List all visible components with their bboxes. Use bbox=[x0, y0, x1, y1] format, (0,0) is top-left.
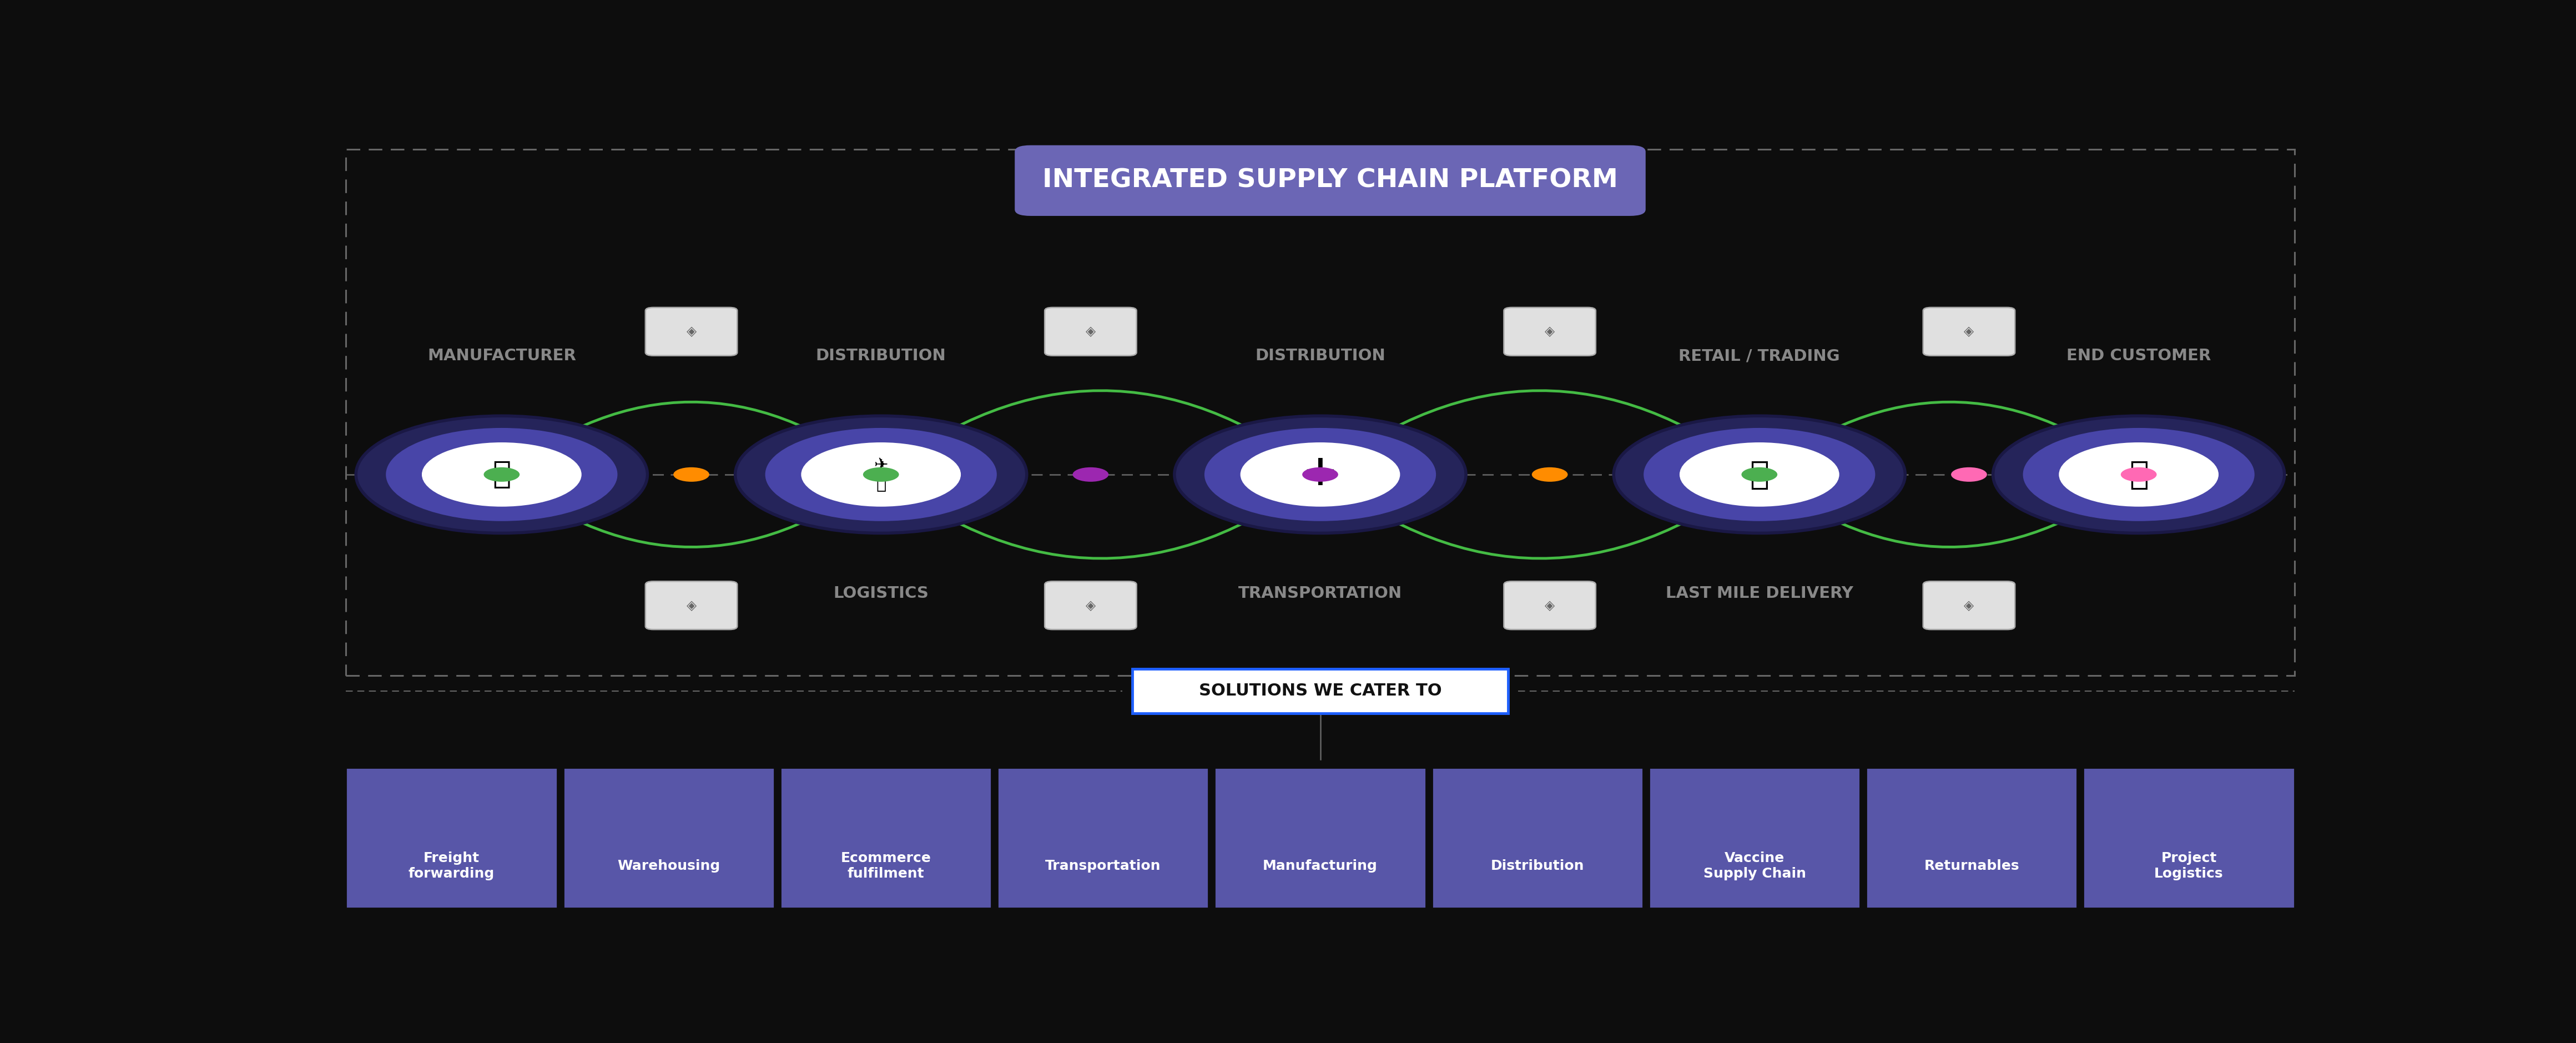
FancyBboxPatch shape bbox=[345, 768, 556, 908]
FancyBboxPatch shape bbox=[1649, 768, 1860, 908]
Circle shape bbox=[1242, 442, 1401, 507]
Circle shape bbox=[672, 467, 708, 482]
FancyBboxPatch shape bbox=[781, 768, 992, 908]
Text: ◈: ◈ bbox=[1084, 599, 1095, 612]
Text: ✈
⛵: ✈ ⛵ bbox=[873, 457, 889, 492]
Circle shape bbox=[1533, 467, 1569, 482]
Circle shape bbox=[2120, 467, 2156, 482]
Text: Ecommerce
fulfilment: Ecommerce fulfilment bbox=[840, 852, 930, 880]
Circle shape bbox=[1950, 467, 1986, 482]
Circle shape bbox=[1206, 428, 1435, 522]
FancyBboxPatch shape bbox=[1046, 308, 1136, 356]
Text: Manufacturing: Manufacturing bbox=[1262, 859, 1378, 873]
Text: ✛: ✛ bbox=[1303, 456, 1337, 493]
Text: ◈: ◈ bbox=[1963, 325, 1973, 338]
Circle shape bbox=[484, 467, 520, 482]
Text: ◈: ◈ bbox=[1546, 325, 1556, 338]
Text: LAST MILE DELIVERY: LAST MILE DELIVERY bbox=[1667, 585, 1852, 601]
Text: ◈: ◈ bbox=[1546, 599, 1556, 612]
Text: ◈: ◈ bbox=[1963, 599, 1973, 612]
Text: DISTRIBUTION: DISTRIBUTION bbox=[1255, 348, 1386, 364]
Circle shape bbox=[422, 442, 582, 507]
Circle shape bbox=[2022, 428, 2254, 522]
Circle shape bbox=[1303, 467, 1337, 482]
FancyBboxPatch shape bbox=[1432, 768, 1643, 908]
FancyBboxPatch shape bbox=[1924, 308, 2014, 356]
Circle shape bbox=[1175, 416, 1466, 533]
Text: SOLUTIONS WE CATER TO: SOLUTIONS WE CATER TO bbox=[1198, 683, 1443, 699]
FancyBboxPatch shape bbox=[647, 581, 737, 630]
Text: Warehousing: Warehousing bbox=[618, 859, 721, 873]
FancyBboxPatch shape bbox=[1015, 145, 1646, 216]
Text: MANUFACTURER: MANUFACTURER bbox=[428, 348, 577, 364]
FancyBboxPatch shape bbox=[1133, 669, 1507, 713]
FancyBboxPatch shape bbox=[1504, 308, 1595, 356]
Text: Project
Logistics: Project Logistics bbox=[2154, 852, 2223, 880]
FancyBboxPatch shape bbox=[2084, 768, 2295, 908]
Text: Distribution: Distribution bbox=[1492, 859, 1584, 873]
Circle shape bbox=[1994, 416, 2285, 533]
FancyBboxPatch shape bbox=[1924, 581, 2014, 630]
Text: ◈: ◈ bbox=[685, 599, 696, 612]
Circle shape bbox=[1613, 416, 1906, 533]
Circle shape bbox=[765, 428, 997, 522]
FancyBboxPatch shape bbox=[647, 308, 737, 356]
Circle shape bbox=[386, 428, 618, 522]
FancyBboxPatch shape bbox=[1504, 581, 1595, 630]
Circle shape bbox=[2058, 442, 2218, 507]
FancyBboxPatch shape bbox=[1865, 768, 2076, 908]
Text: 🏭: 🏭 bbox=[492, 460, 510, 489]
Text: 👤: 👤 bbox=[2128, 459, 2148, 490]
Text: ◈: ◈ bbox=[685, 325, 696, 338]
Text: END CUSTOMER: END CUSTOMER bbox=[2066, 348, 2210, 364]
Text: LOGISTICS: LOGISTICS bbox=[832, 585, 930, 601]
Text: Vaccine
Supply Chain: Vaccine Supply Chain bbox=[1703, 852, 1806, 880]
Text: TRANSPORTATION: TRANSPORTATION bbox=[1239, 585, 1401, 601]
Circle shape bbox=[1072, 467, 1108, 482]
FancyBboxPatch shape bbox=[564, 768, 775, 908]
Circle shape bbox=[863, 467, 899, 482]
Text: Returnables: Returnables bbox=[1924, 859, 2020, 873]
Text: Transportation: Transportation bbox=[1046, 859, 1162, 873]
Text: RETAIL / TRADING: RETAIL / TRADING bbox=[1680, 348, 1839, 364]
Circle shape bbox=[1741, 467, 1777, 482]
Text: DISTRIBUTION: DISTRIBUTION bbox=[817, 348, 945, 364]
Text: ◈: ◈ bbox=[1084, 325, 1095, 338]
Text: Freight
forwarding: Freight forwarding bbox=[410, 852, 495, 880]
Circle shape bbox=[734, 416, 1028, 533]
Text: INTEGRATED SUPPLY CHAIN PLATFORM: INTEGRATED SUPPLY CHAIN PLATFORM bbox=[1043, 168, 1618, 193]
FancyBboxPatch shape bbox=[1216, 768, 1425, 908]
Circle shape bbox=[1643, 428, 1875, 522]
Circle shape bbox=[355, 416, 647, 533]
Circle shape bbox=[801, 442, 961, 507]
FancyBboxPatch shape bbox=[997, 768, 1208, 908]
Circle shape bbox=[1680, 442, 1839, 507]
Text: 🚛: 🚛 bbox=[1749, 459, 1770, 490]
FancyBboxPatch shape bbox=[1046, 581, 1136, 630]
